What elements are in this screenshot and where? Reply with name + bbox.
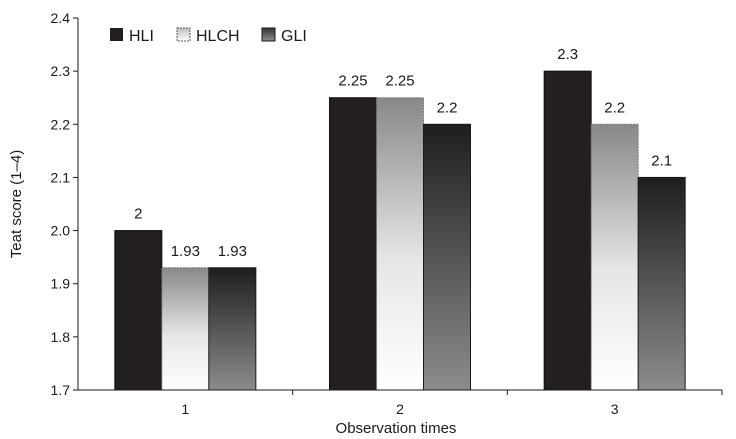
legend-item-hli: HLI bbox=[110, 28, 154, 45]
legend-swatch-hli bbox=[110, 28, 123, 41]
y-tick-label: 2.1 bbox=[51, 169, 71, 185]
legend: HLI HLCH GLI bbox=[110, 27, 307, 45]
data-label-hlch-1: 1.93 bbox=[171, 243, 200, 260]
legend-item-hlch: HLCH bbox=[176, 27, 240, 45]
bar-gli-1 bbox=[208, 267, 257, 391]
data-label-hli-3: 2.3 bbox=[557, 46, 578, 63]
y-tick-label: 2.0 bbox=[51, 223, 71, 239]
data-label-hli-1: 2 bbox=[134, 206, 142, 223]
y-axis-title: Teat score (1–4) bbox=[8, 150, 25, 258]
bar-hlch-2 bbox=[376, 97, 424, 391]
x-axis-ticks: 1 2 3 bbox=[181, 390, 723, 417]
y-axis-ticks: 1.7 1.8 1.9 2.0 2.1 2.2 2.3 2.4 bbox=[51, 10, 78, 398]
y-tick-label: 1.7 bbox=[51, 382, 71, 398]
y-tick-label: 2.2 bbox=[51, 116, 71, 132]
bar-hli-2 bbox=[329, 97, 377, 391]
x-axis-title: Observation times bbox=[336, 420, 457, 437]
data-label-gli-1: 1.93 bbox=[218, 243, 247, 260]
bar-gli-3 bbox=[637, 176, 686, 391]
y-tick-label: 2.3 bbox=[51, 63, 71, 79]
data-label-hlch-3: 2.2 bbox=[604, 99, 625, 116]
bar-hlch-1 bbox=[161, 267, 210, 391]
bar-hli-1 bbox=[114, 230, 163, 391]
x-tick-label: 2 bbox=[396, 401, 404, 417]
y-tick-label: 2.4 bbox=[51, 10, 71, 26]
data-label-gli-3: 2.1 bbox=[651, 152, 672, 169]
data-label-gli-2: 2.2 bbox=[437, 99, 458, 116]
legend-label-hli: HLI bbox=[129, 28, 154, 45]
y-tick-label: 1.8 bbox=[51, 329, 71, 345]
data-label-hli-2: 2.25 bbox=[338, 73, 367, 90]
bar-data-labels: 2 1.93 1.93 2.25 2.25 2.2 2.3 2.2 2.1 bbox=[134, 46, 672, 260]
x-tick-label: 3 bbox=[611, 401, 619, 417]
data-label-hlch-2: 2.25 bbox=[385, 73, 414, 90]
legend-swatch-gli bbox=[261, 27, 276, 42]
bar-hlch-3 bbox=[590, 123, 639, 391]
legend-swatch-hlch bbox=[176, 27, 191, 42]
legend-label-gli: GLI bbox=[281, 28, 307, 45]
x-tick-label: 1 bbox=[181, 401, 189, 417]
bar-hli-3 bbox=[543, 70, 592, 391]
bar-gli-2 bbox=[423, 123, 471, 391]
legend-label-hlch: HLCH bbox=[196, 28, 240, 45]
y-tick-label: 1.9 bbox=[51, 276, 71, 292]
bars bbox=[114, 70, 686, 391]
legend-item-gli: GLI bbox=[261, 27, 307, 45]
